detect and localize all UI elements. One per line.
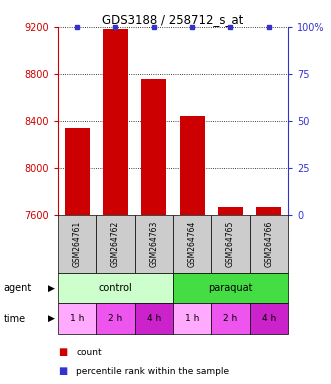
Bar xyxy=(58,273,173,303)
Bar xyxy=(218,207,243,384)
Bar xyxy=(96,215,135,273)
Text: GSM264761: GSM264761 xyxy=(72,221,82,267)
Bar xyxy=(173,215,211,273)
Text: count: count xyxy=(76,348,102,357)
Text: GSM264762: GSM264762 xyxy=(111,221,120,267)
Bar xyxy=(211,303,250,334)
Bar xyxy=(173,273,288,303)
Text: time: time xyxy=(3,314,25,324)
Bar xyxy=(65,128,90,384)
Text: GSM264764: GSM264764 xyxy=(188,221,197,267)
Bar xyxy=(180,116,205,384)
Text: 2 h: 2 h xyxy=(223,314,238,323)
Text: GSM264765: GSM264765 xyxy=(226,221,235,267)
Text: ■: ■ xyxy=(58,347,67,357)
Text: paraquat: paraquat xyxy=(208,283,253,293)
Bar xyxy=(211,215,250,273)
Title: GDS3188 / 258712_s_at: GDS3188 / 258712_s_at xyxy=(102,13,244,26)
Bar xyxy=(135,215,173,273)
Bar xyxy=(256,207,281,384)
Bar xyxy=(173,303,211,334)
Text: GSM264763: GSM264763 xyxy=(149,221,158,267)
Text: 1 h: 1 h xyxy=(70,314,84,323)
Text: ▶: ▶ xyxy=(48,314,55,323)
Text: percentile rank within the sample: percentile rank within the sample xyxy=(76,367,229,376)
Bar xyxy=(58,215,96,273)
Bar xyxy=(250,215,288,273)
Bar xyxy=(250,303,288,334)
Text: 4 h: 4 h xyxy=(147,314,161,323)
Bar xyxy=(135,303,173,334)
Text: agent: agent xyxy=(3,283,31,293)
Text: 2 h: 2 h xyxy=(108,314,122,323)
Text: ■: ■ xyxy=(58,366,67,376)
Bar xyxy=(141,79,166,384)
Bar xyxy=(58,303,96,334)
Text: 1 h: 1 h xyxy=(185,314,199,323)
Text: GSM264766: GSM264766 xyxy=(264,221,273,267)
Bar xyxy=(103,29,128,384)
Bar xyxy=(96,303,135,334)
Text: control: control xyxy=(99,283,132,293)
Text: 4 h: 4 h xyxy=(262,314,276,323)
Text: ▶: ▶ xyxy=(48,283,55,293)
